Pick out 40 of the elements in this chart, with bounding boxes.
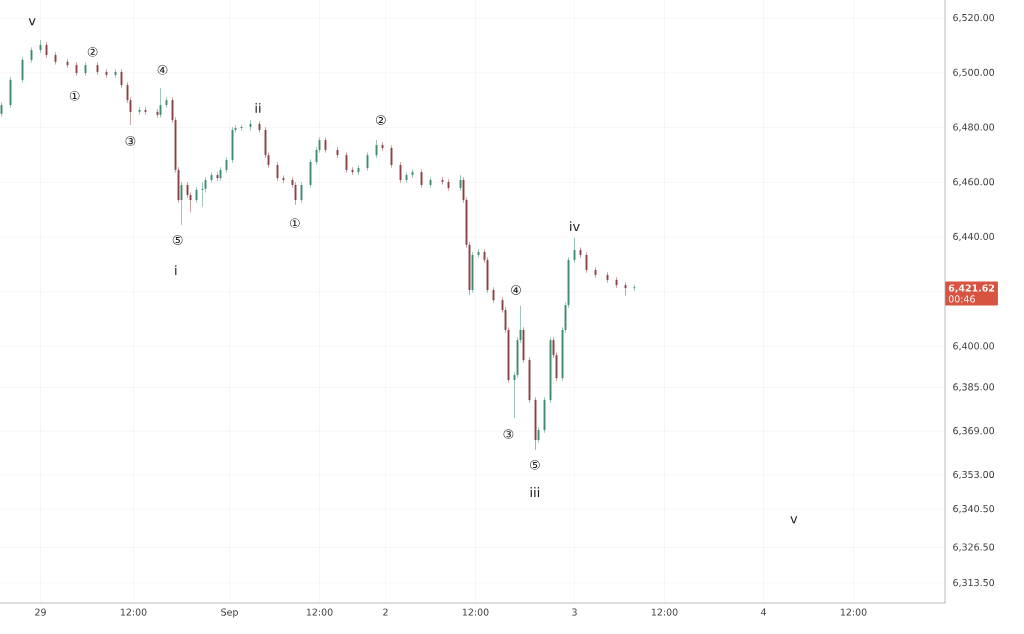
- annotation: ①: [69, 91, 80, 101]
- y-tick-label: 6,520.00: [953, 13, 995, 23]
- x-tick-label: 3: [572, 608, 577, 616]
- y-tick-label: 6,369.00: [953, 427, 995, 436]
- annotation: v: [790, 516, 798, 524]
- annotation: ii: [255, 103, 261, 113]
- annotation: ⑤: [172, 235, 183, 245]
- annotation: iii: [530, 487, 540, 497]
- text: 00:46: [948, 295, 975, 303]
- annotation: ②: [87, 47, 98, 57]
- y-tick-label: 6,500.00: [953, 68, 995, 77]
- y-tick-label: 6,340.50: [953, 505, 995, 514]
- x-tick-label: 12:00: [120, 608, 147, 616]
- y-tick-label: 6,385.00: [953, 383, 995, 392]
- annotation: ⑤: [530, 460, 540, 470]
- annotation: ③: [125, 136, 136, 146]
- annotation: ④: [511, 285, 521, 295]
- y-tick-label: 6,353.00: [953, 470, 995, 480]
- annotation: ①: [290, 218, 300, 228]
- x-tick-label: 4: [760, 608, 766, 616]
- x-tick-label: 12:00: [840, 608, 867, 616]
- annotation: ④: [157, 65, 168, 75]
- y-tick-label: 6,326.50: [953, 543, 995, 552]
- y-tick-label: 6,440.00: [953, 232, 995, 241]
- x-tick-label: 29: [35, 608, 46, 616]
- annotation: iv: [570, 221, 580, 232]
- y-tick-label: 6,480.00: [953, 123, 995, 132]
- x-tick-label: Sep: [221, 608, 238, 618]
- x-tick-label: 2: [383, 608, 388, 616]
- y-tick-label: 6,460.00: [953, 178, 995, 187]
- x-tick-label: 12:00: [462, 608, 489, 616]
- annotation: v: [28, 18, 36, 26]
- text: 6,421.62: [948, 284, 995, 293]
- annotation: ②: [376, 115, 386, 125]
- x-tick-label: 12:00: [651, 608, 678, 616]
- y-tick-label: 6,400.00: [953, 342, 995, 351]
- annotation: i: [175, 265, 177, 276]
- y-tick-label: 6,313.50: [953, 578, 995, 588]
- x-tick-label: 12:00: [306, 608, 333, 616]
- annotation: ③: [503, 429, 514, 439]
